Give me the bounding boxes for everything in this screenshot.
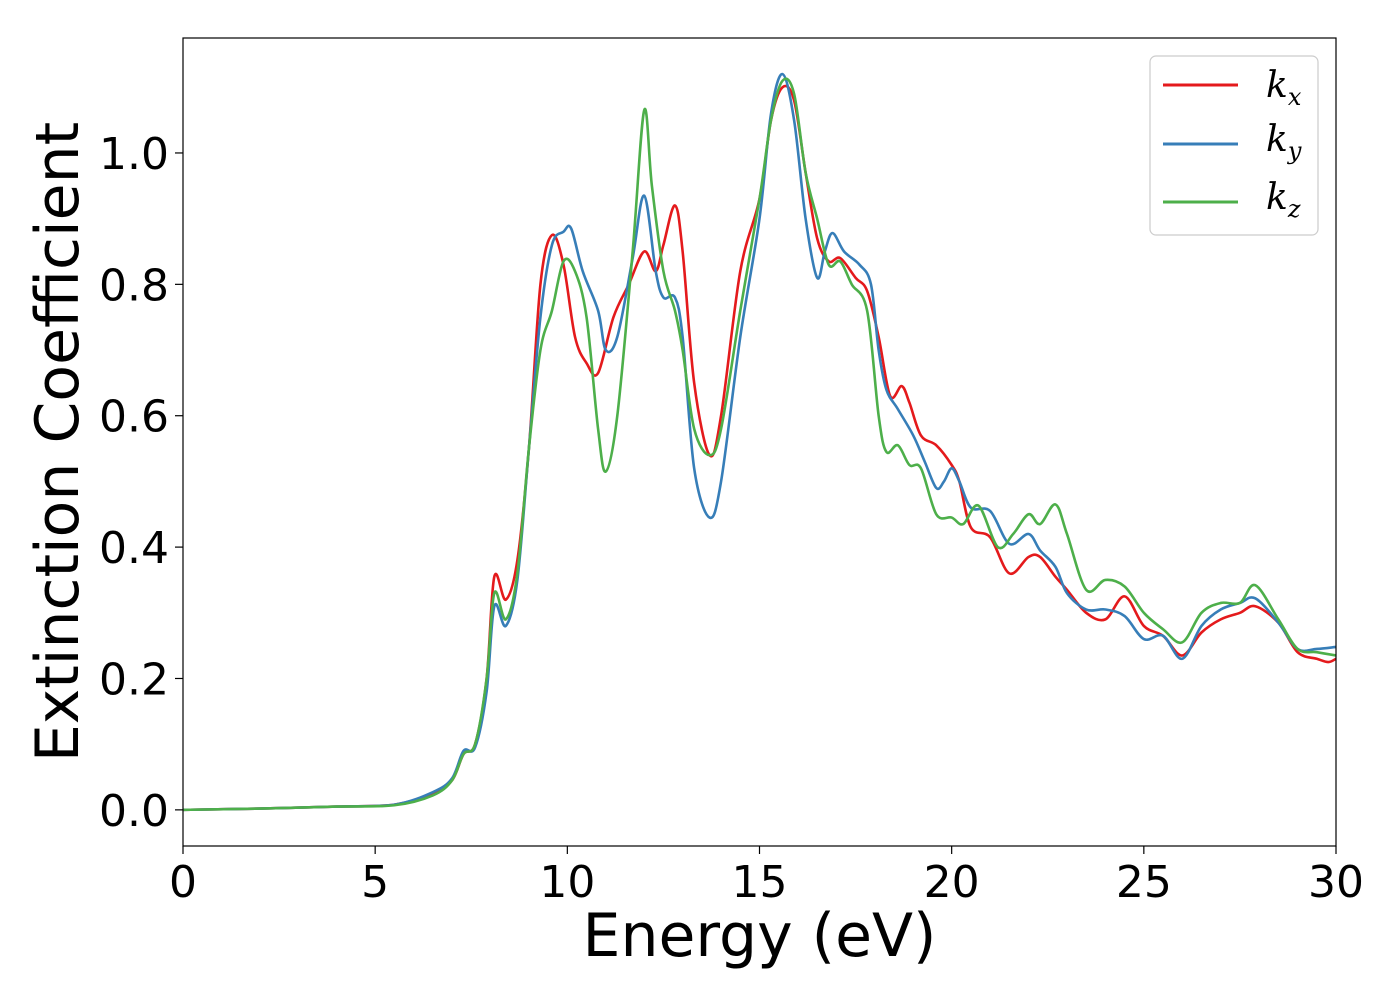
x-axis-title: Energy (eV) — [583, 901, 937, 971]
series-line-kz — [183, 77, 1336, 812]
x-tick-label: 10 — [539, 857, 595, 908]
y-tick-label: 0.0 — [99, 786, 169, 837]
x-tick-label: 5 — [361, 857, 389, 908]
y-tick-label: 0.8 — [99, 260, 169, 311]
legend-label-kx: kx — [1266, 65, 1302, 111]
legend: kx ky kz — [1149, 55, 1319, 236]
x-tick-label: 0 — [169, 857, 197, 908]
y-tick-label: 0.2 — [99, 654, 169, 705]
x-tick-label: 20 — [924, 857, 980, 908]
y-tick-label: 1.0 — [99, 129, 169, 180]
legend-label-ky: ky — [1266, 119, 1302, 165]
legend-label-kz: kz — [1266, 177, 1301, 223]
y-tick-label: 0.4 — [99, 523, 169, 574]
x-tick-label: 25 — [1116, 857, 1172, 908]
ticks-layer: 0 5 10 15 20 25 30 0.0 0.2 0.4 0.6 0.8 1.0 — [99, 129, 1364, 908]
y-axis-title: Extinction Coefficient — [23, 122, 93, 762]
series-layer — [183, 72, 1336, 812]
x-tick-label: 30 — [1308, 857, 1364, 908]
y-tick-label: 0.6 — [99, 392, 169, 443]
x-tick-label: 15 — [732, 857, 788, 908]
